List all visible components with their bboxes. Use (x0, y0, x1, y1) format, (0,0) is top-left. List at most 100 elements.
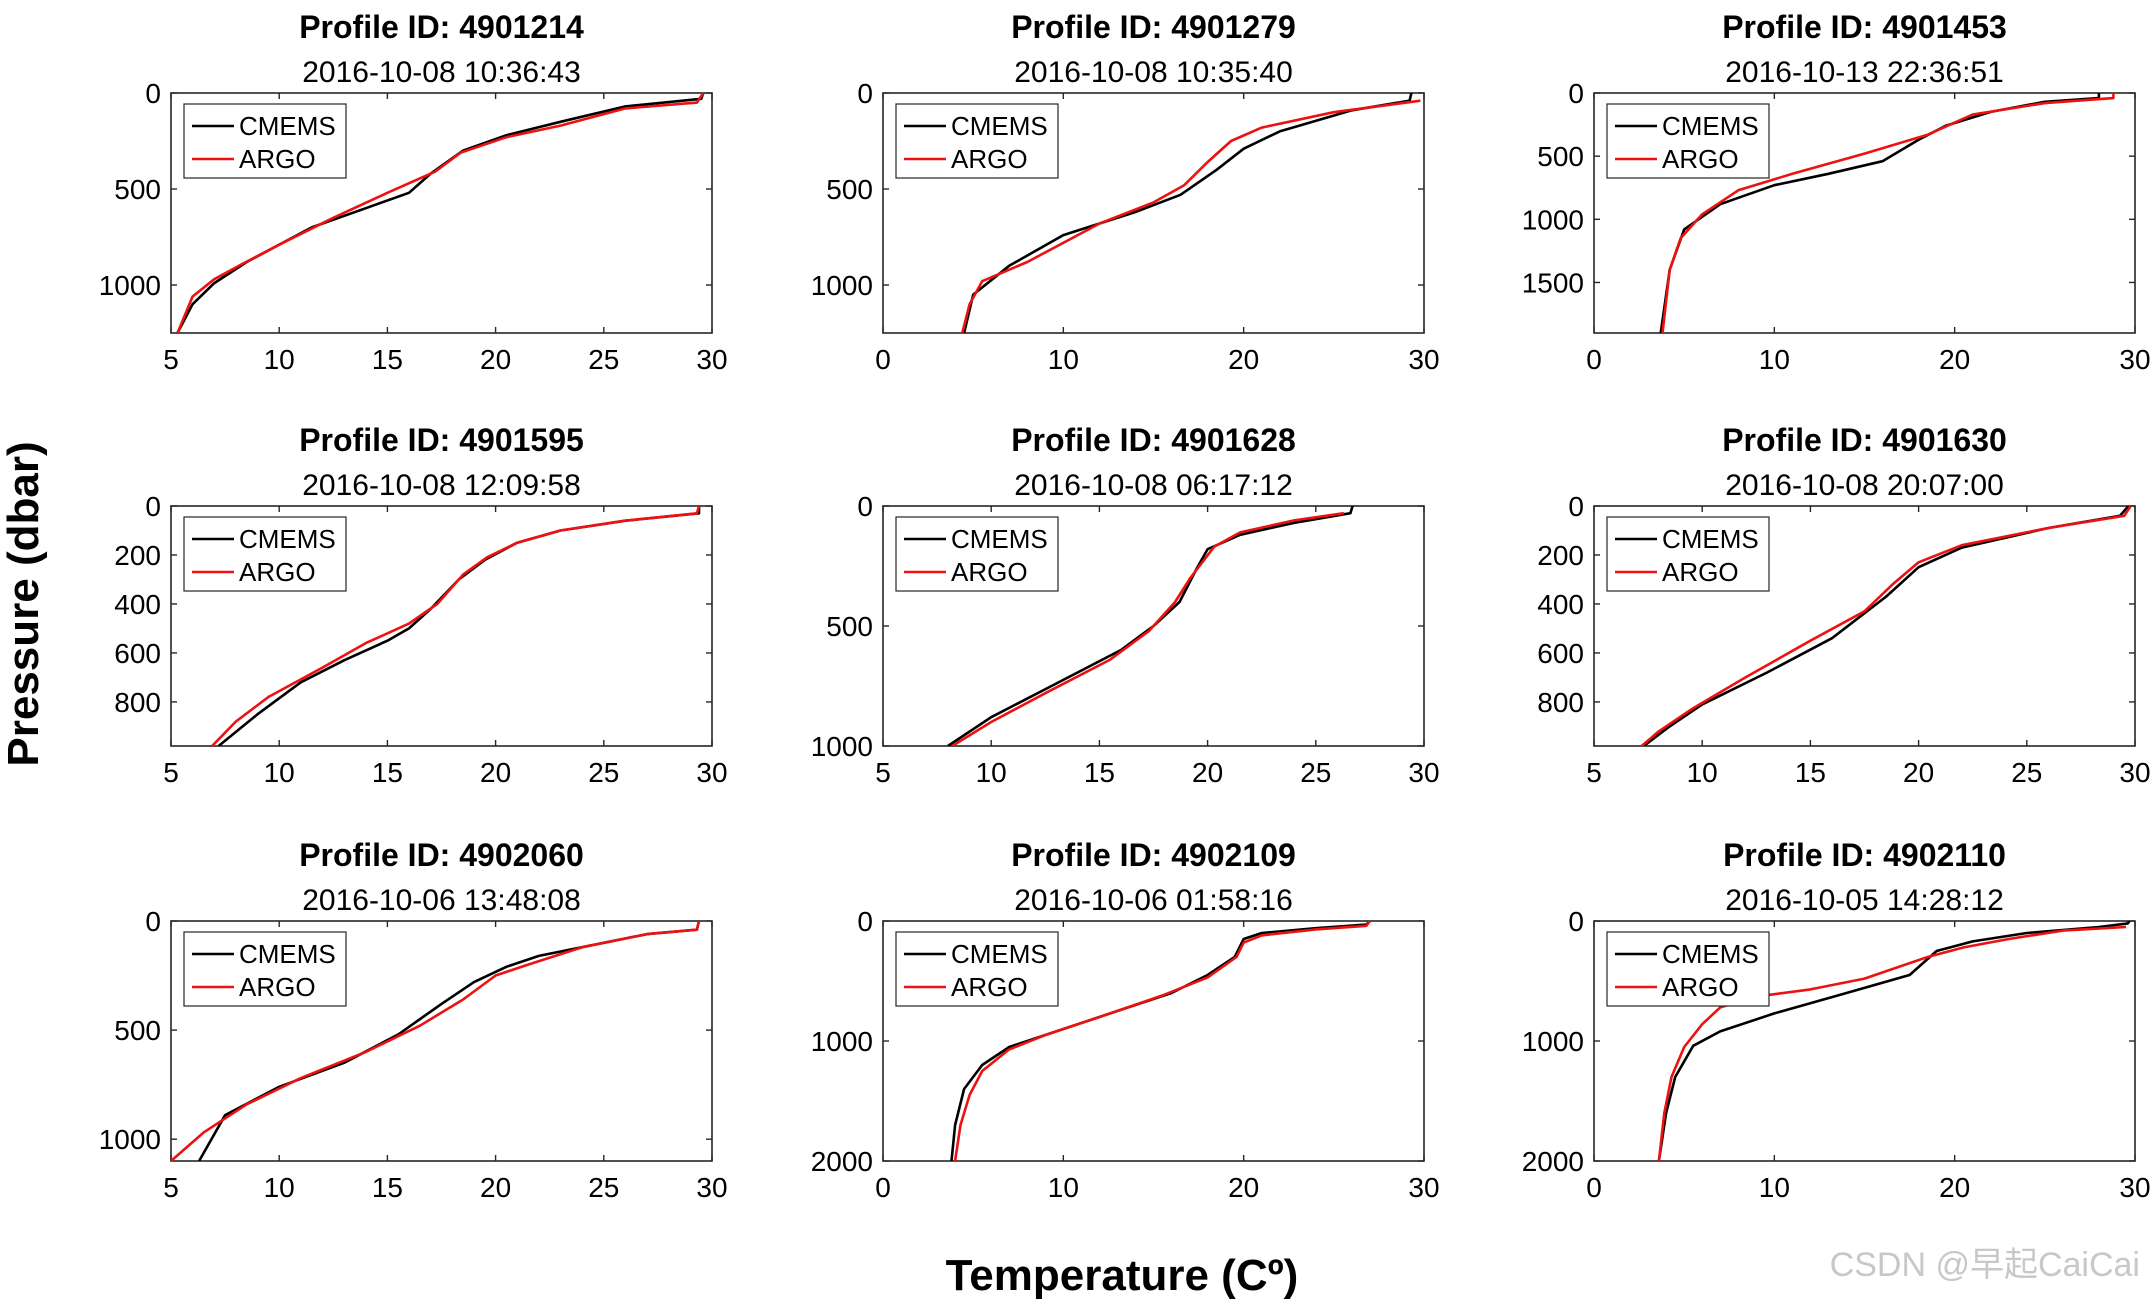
legend-label: ARGO (951, 557, 1028, 587)
x-tick-label: 30 (2119, 344, 2150, 375)
x-tick-label: 5 (163, 1172, 179, 1203)
panel-title: Profile ID: 4902109 (1011, 837, 1296, 873)
profile-panel: Profile ID: 4901630 2016-10-08 20:07:00 5 1… (1537, 422, 2150, 788)
x-tick-label: 25 (588, 757, 619, 788)
panel-timestamp: 2016-10-08 10:36:43 (302, 56, 581, 89)
panel-timestamp: 2016-10-08 20:07:00 (1725, 469, 2004, 502)
x-tick-label: 30 (2119, 1172, 2150, 1203)
series-line-cmems (947, 506, 1354, 746)
x-tick-label: 30 (2119, 757, 2150, 788)
profile-panel: Profile ID: 4901453 2016-10-13 22:36:51 0 1… (1522, 9, 2151, 375)
y-tick-label: 800 (114, 687, 161, 718)
x-tick-label: 30 (1408, 757, 1439, 788)
y-tick-label: 200 (1537, 540, 1584, 571)
y-tick-label: 1000 (1522, 1026, 1584, 1057)
x-tick-label: 10 (1687, 757, 1718, 788)
panel-title: Profile ID: 4901279 (1011, 9, 1296, 45)
legend-label: ARGO (239, 557, 316, 587)
x-tick-label: 10 (264, 344, 295, 375)
x-tick-label: 0 (1586, 1172, 1602, 1203)
y-tick-label: 500 (826, 611, 873, 642)
y-tick-label: 2000 (811, 1146, 873, 1177)
y-tick-label: 1000 (1522, 204, 1584, 235)
legend-label: ARGO (951, 144, 1028, 174)
x-tick-label: 20 (480, 344, 511, 375)
x-tick-label: 15 (1084, 757, 1115, 788)
y-tick-label: 1000 (811, 1026, 873, 1057)
x-tick-label: 10 (264, 757, 295, 788)
y-tick-label: 1000 (99, 1124, 161, 1155)
y-tick-label: 0 (1568, 906, 1584, 937)
legend-box (1606, 931, 1770, 1007)
y-tick-label: 600 (1537, 638, 1584, 669)
panel-timestamp: 2016-10-13 22:36:51 (1725, 56, 2004, 89)
y-tick-label: 0 (1568, 491, 1584, 522)
legend-box (1606, 516, 1770, 592)
x-tick-label: 20 (1939, 344, 1970, 375)
profile-panel: Profile ID: 4901595 2016-10-08 12:09:58 5 1… (114, 422, 727, 788)
y-tick-label: 400 (114, 589, 161, 620)
panel-title: Profile ID: 4901595 (299, 422, 584, 458)
x-tick-label: 25 (1300, 757, 1331, 788)
y-tick-label: 0 (145, 906, 161, 937)
x-tick-label: 20 (1939, 1172, 1970, 1203)
profile-panel: Profile ID: 4901214 2016-10-08 10:36:43 5 1… (99, 9, 728, 375)
x-tick-label: 30 (696, 1172, 727, 1203)
panel-title: Profile ID: 4901628 (1011, 422, 1296, 458)
y-tick-label: 1000 (811, 270, 873, 301)
panel-title: Profile ID: 4902060 (299, 837, 584, 873)
watermark: CSDN @早起CaiCai (1830, 1246, 2140, 1284)
y-tick-label: 600 (114, 638, 161, 669)
legend-box (183, 931, 347, 1007)
panel-timestamp: 2016-10-08 12:09:58 (302, 469, 581, 502)
x-tick-label: 15 (372, 344, 403, 375)
y-tick-label: 2000 (1522, 1146, 1584, 1177)
legend-box (895, 516, 1059, 592)
x-tick-label: 20 (1228, 1172, 1259, 1203)
y-tick-label: 0 (857, 78, 873, 109)
legend-label: CMEMS (1662, 111, 1759, 141)
legend-label: CMEMS (1662, 524, 1759, 554)
x-tick-label: 20 (1192, 757, 1223, 788)
series-line-argo (176, 93, 705, 333)
series-line-argo (953, 921, 1371, 1161)
y-tick-label: 500 (826, 174, 873, 205)
x-tick-label: 30 (1408, 344, 1439, 375)
y-tick-label: 0 (857, 491, 873, 522)
x-tick-label: 0 (875, 344, 891, 375)
panel-title: Profile ID: 4901453 (1722, 9, 2007, 45)
legend-label: CMEMS (239, 524, 336, 554)
figure-x-label: Temperature (Cº) (946, 1251, 1299, 1300)
y-tick-label: 800 (1537, 687, 1584, 718)
x-tick-label: 20 (480, 1172, 511, 1203)
legend-label: CMEMS (239, 111, 336, 141)
legend-label: ARGO (1662, 557, 1739, 587)
legend-label: ARGO (1662, 972, 1739, 1002)
series-line-argo (951, 511, 1345, 746)
legend-box (183, 103, 347, 179)
x-tick-label: 15 (372, 1172, 403, 1203)
y-tick-label: 0 (857, 906, 873, 937)
series-line-argo (171, 921, 701, 1161)
series-line-argo (1657, 925, 2127, 1161)
x-tick-label: 5 (163, 757, 179, 788)
panel-timestamp: 2016-10-05 14:28:12 (1725, 884, 2004, 917)
x-tick-label: 5 (1586, 757, 1602, 788)
x-tick-label: 30 (1408, 1172, 1439, 1203)
y-tick-label: 0 (1568, 78, 1584, 109)
panel-timestamp: 2016-10-06 13:48:08 (302, 884, 581, 917)
legend-label: CMEMS (1662, 939, 1759, 969)
legend-box (1606, 103, 1770, 179)
series-line-argo (211, 506, 701, 746)
profile-panel: Profile ID: 4902110 2016-10-05 14:28:12 0 1… (1522, 837, 2151, 1203)
legend-label: CMEMS (951, 111, 1048, 141)
x-tick-label: 25 (588, 1172, 619, 1203)
x-tick-label: 20 (480, 757, 511, 788)
